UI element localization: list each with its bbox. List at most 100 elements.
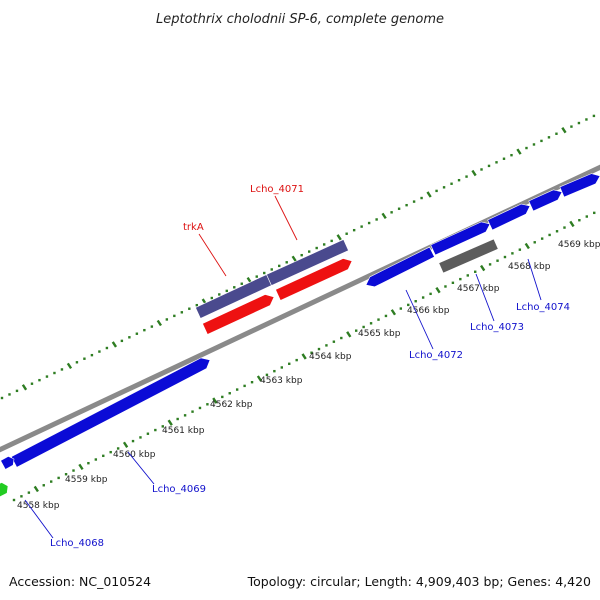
minor-tick-dot <box>465 175 468 178</box>
gene-lcho-4072-arrow[interactable] <box>365 246 435 288</box>
gene-labels[interactable]: Lcho_4068 Lcho_4069 Lcho_4071 trkA Lcho_4072… <box>24 184 570 549</box>
minor-tick-dot <box>116 447 120 450</box>
minor-tick-dot <box>295 358 298 362</box>
minor-tick-dot <box>105 346 109 350</box>
major-tick-mark <box>346 331 352 338</box>
minor-tick-dot <box>191 410 194 413</box>
minor-tick-dot <box>480 168 483 171</box>
gene-label-leader-line <box>405 289 434 350</box>
major-tick-mark <box>291 255 297 262</box>
minor-tick-dot <box>563 226 566 229</box>
gene-label-leader-line <box>475 273 495 322</box>
gene-features[interactable] <box>0 173 600 498</box>
gene-label-leader-line <box>127 451 155 485</box>
gene-lcho-4076-arrow[interactable] <box>559 173 600 198</box>
minor-tick-dot <box>345 232 348 235</box>
tick-label: 4563 kbp <box>260 376 303 386</box>
minor-tick-dot <box>45 375 49 378</box>
tick-label: 4561 kbp <box>162 426 205 436</box>
minor-tick-dot <box>474 270 477 273</box>
minor-tick-dot <box>435 189 438 193</box>
minor-tick-dot <box>139 436 142 439</box>
gene-lcho-4073-arrow[interactable] <box>430 221 491 256</box>
minor-tick-dot <box>102 454 105 458</box>
major-tick-mark <box>524 242 530 250</box>
minor-tick-dot <box>510 153 513 157</box>
tick-labels: 4558 kbp 4559 kbp 4560 kbp 4561 kbp 4562 kbp… <box>17 240 600 511</box>
major-tick-mark <box>111 341 118 348</box>
major-tick-mark <box>212 397 218 404</box>
minor-tick-dot <box>502 157 506 160</box>
gene-lcho-4075-arrow[interactable] <box>528 189 563 212</box>
minor-tick-dot <box>332 340 336 343</box>
minor-tick-dot <box>12 498 16 502</box>
gene-label[interactable]: Lcho_4072 <box>409 350 463 361</box>
minor-tick-dot <box>555 132 558 135</box>
minor-tick-dot <box>280 366 284 369</box>
minor-tick-dot <box>131 439 135 443</box>
minor-tick-dot <box>278 264 281 268</box>
gene-lcho-4068-arrow[interactable] <box>0 456 15 470</box>
minor-tick-dot <box>593 211 596 215</box>
minor-tick-dot <box>255 275 258 278</box>
minor-tick-dot <box>15 389 19 393</box>
gene-lcho-4074-arrow[interactable] <box>487 203 531 231</box>
gene-label-leader-line <box>198 233 227 277</box>
minor-tick-dot <box>30 382 34 385</box>
gene-label[interactable]: Lcho_4069 <box>152 484 206 495</box>
inner-tick-track <box>12 211 596 502</box>
minor-tick-dot <box>375 218 378 221</box>
minor-tick-dot <box>466 274 469 277</box>
minor-tick-dot <box>198 406 202 410</box>
minor-tick-dot <box>325 344 328 347</box>
major-tick-mark <box>390 309 397 316</box>
minor-tick-dot <box>412 200 416 203</box>
minor-tick-dot <box>98 350 101 353</box>
gene-label[interactable]: trkA <box>183 222 204 233</box>
minor-tick-dot <box>547 136 551 139</box>
minor-tick-dot <box>288 362 291 365</box>
gene-label[interactable]: Lcho_4073 <box>470 322 524 333</box>
minor-tick-dot <box>42 484 45 487</box>
minor-tick-dot <box>399 307 403 310</box>
minor-tick-dot <box>495 161 498 164</box>
minor-tick-dot <box>487 164 491 168</box>
genome-backbone <box>0 164 600 453</box>
major-tick-mark <box>256 375 263 382</box>
tick-label: 4558 kbp <box>17 501 60 511</box>
tick-label: 4567 kbp <box>457 284 500 294</box>
minor-tick-dot <box>135 332 139 335</box>
minor-tick-dot <box>367 221 371 225</box>
gene-trka-arrow[interactable] <box>202 294 275 335</box>
minor-tick-dot <box>27 491 31 494</box>
minor-tick-dot <box>525 146 528 150</box>
minor-tick-dot <box>570 125 573 128</box>
gene-partial-arrow[interactable] <box>0 482 9 498</box>
major-tick-mark <box>561 127 567 134</box>
major-tick-mark <box>66 362 73 370</box>
gene-lcho-4071-arrow[interactable] <box>275 258 353 301</box>
minor-tick-dot <box>206 403 209 406</box>
major-tick-mark <box>33 485 39 493</box>
major-tick-mark <box>21 384 28 391</box>
gene-pseudo-arrow[interactable] <box>438 238 499 274</box>
gene-label[interactable]: Lcho_4071 <box>250 184 304 195</box>
minor-tick-dot <box>540 139 543 143</box>
minor-tick-dot <box>235 388 239 391</box>
gene-label[interactable]: Lcho_4074 <box>516 302 570 313</box>
gene-lcho-4071-outer-box[interactable] <box>266 239 349 286</box>
minor-tick-dot <box>161 425 164 428</box>
gene-label-leader-line <box>24 499 54 539</box>
gene-lcho-4069-arrow[interactable] <box>10 357 211 468</box>
minor-tick-dot <box>585 118 588 121</box>
minor-tick-dot <box>225 289 228 293</box>
backbone-line <box>0 164 600 453</box>
major-tick-mark <box>336 234 342 241</box>
minor-tick-dot <box>60 368 64 371</box>
gene-label[interactable]: Lcho_4068 <box>50 538 104 549</box>
minor-tick-dot <box>75 361 79 364</box>
minor-tick-dot <box>451 281 455 284</box>
minor-tick-dot <box>407 303 410 307</box>
minor-tick-dot <box>20 495 23 498</box>
